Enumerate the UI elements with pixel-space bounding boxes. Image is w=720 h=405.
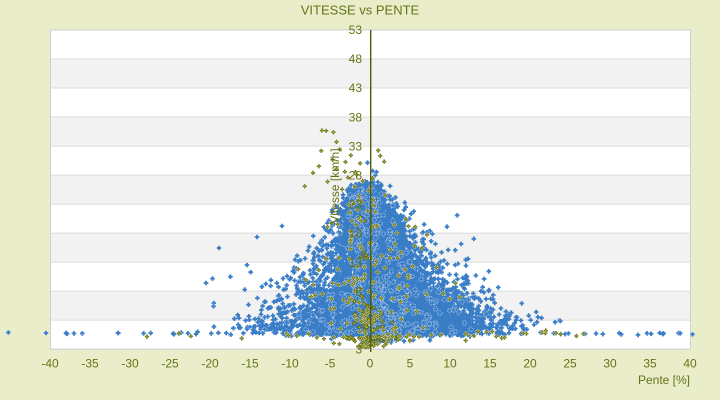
svg-text:53: 53: [349, 23, 363, 37]
svg-text:15: 15: [483, 357, 497, 371]
svg-text:35: 35: [643, 357, 657, 371]
svg-text:-10: -10: [281, 357, 299, 371]
svg-text:28: 28: [349, 168, 363, 182]
svg-text:33: 33: [349, 139, 363, 153]
svg-text:13: 13: [349, 255, 363, 269]
svg-text:10: 10: [443, 357, 457, 371]
svg-text:48: 48: [349, 52, 363, 66]
svg-text:38: 38: [349, 110, 363, 124]
svg-text:-35: -35: [81, 357, 99, 371]
svg-text:-20: -20: [201, 357, 219, 371]
svg-text:-25: -25: [161, 357, 179, 371]
svg-text:20: 20: [523, 357, 537, 371]
svg-text:43: 43: [349, 81, 363, 95]
svg-text:23: 23: [349, 197, 363, 211]
svg-text:3: 3: [355, 342, 362, 356]
svg-text:30: 30: [603, 357, 617, 371]
svg-text:25: 25: [563, 357, 577, 371]
svg-text:18: 18: [349, 226, 363, 240]
svg-text:5: 5: [407, 357, 414, 371]
svg-text:40: 40: [683, 357, 697, 371]
svg-text:VITESSE vs PENTE: VITESSE vs PENTE: [301, 3, 420, 18]
svg-text:0: 0: [367, 357, 374, 371]
svg-text:-40: -40: [41, 357, 59, 371]
svg-text:-30: -30: [121, 357, 139, 371]
svg-text:-5: -5: [325, 357, 336, 371]
svg-text:Pente [%]: Pente [%]: [638, 373, 690, 387]
svg-text:-15: -15: [241, 357, 259, 371]
svg-text:Vitesse [km/h]: Vitesse [km/h]: [328, 148, 342, 223]
svg-text:8: 8: [355, 284, 362, 298]
